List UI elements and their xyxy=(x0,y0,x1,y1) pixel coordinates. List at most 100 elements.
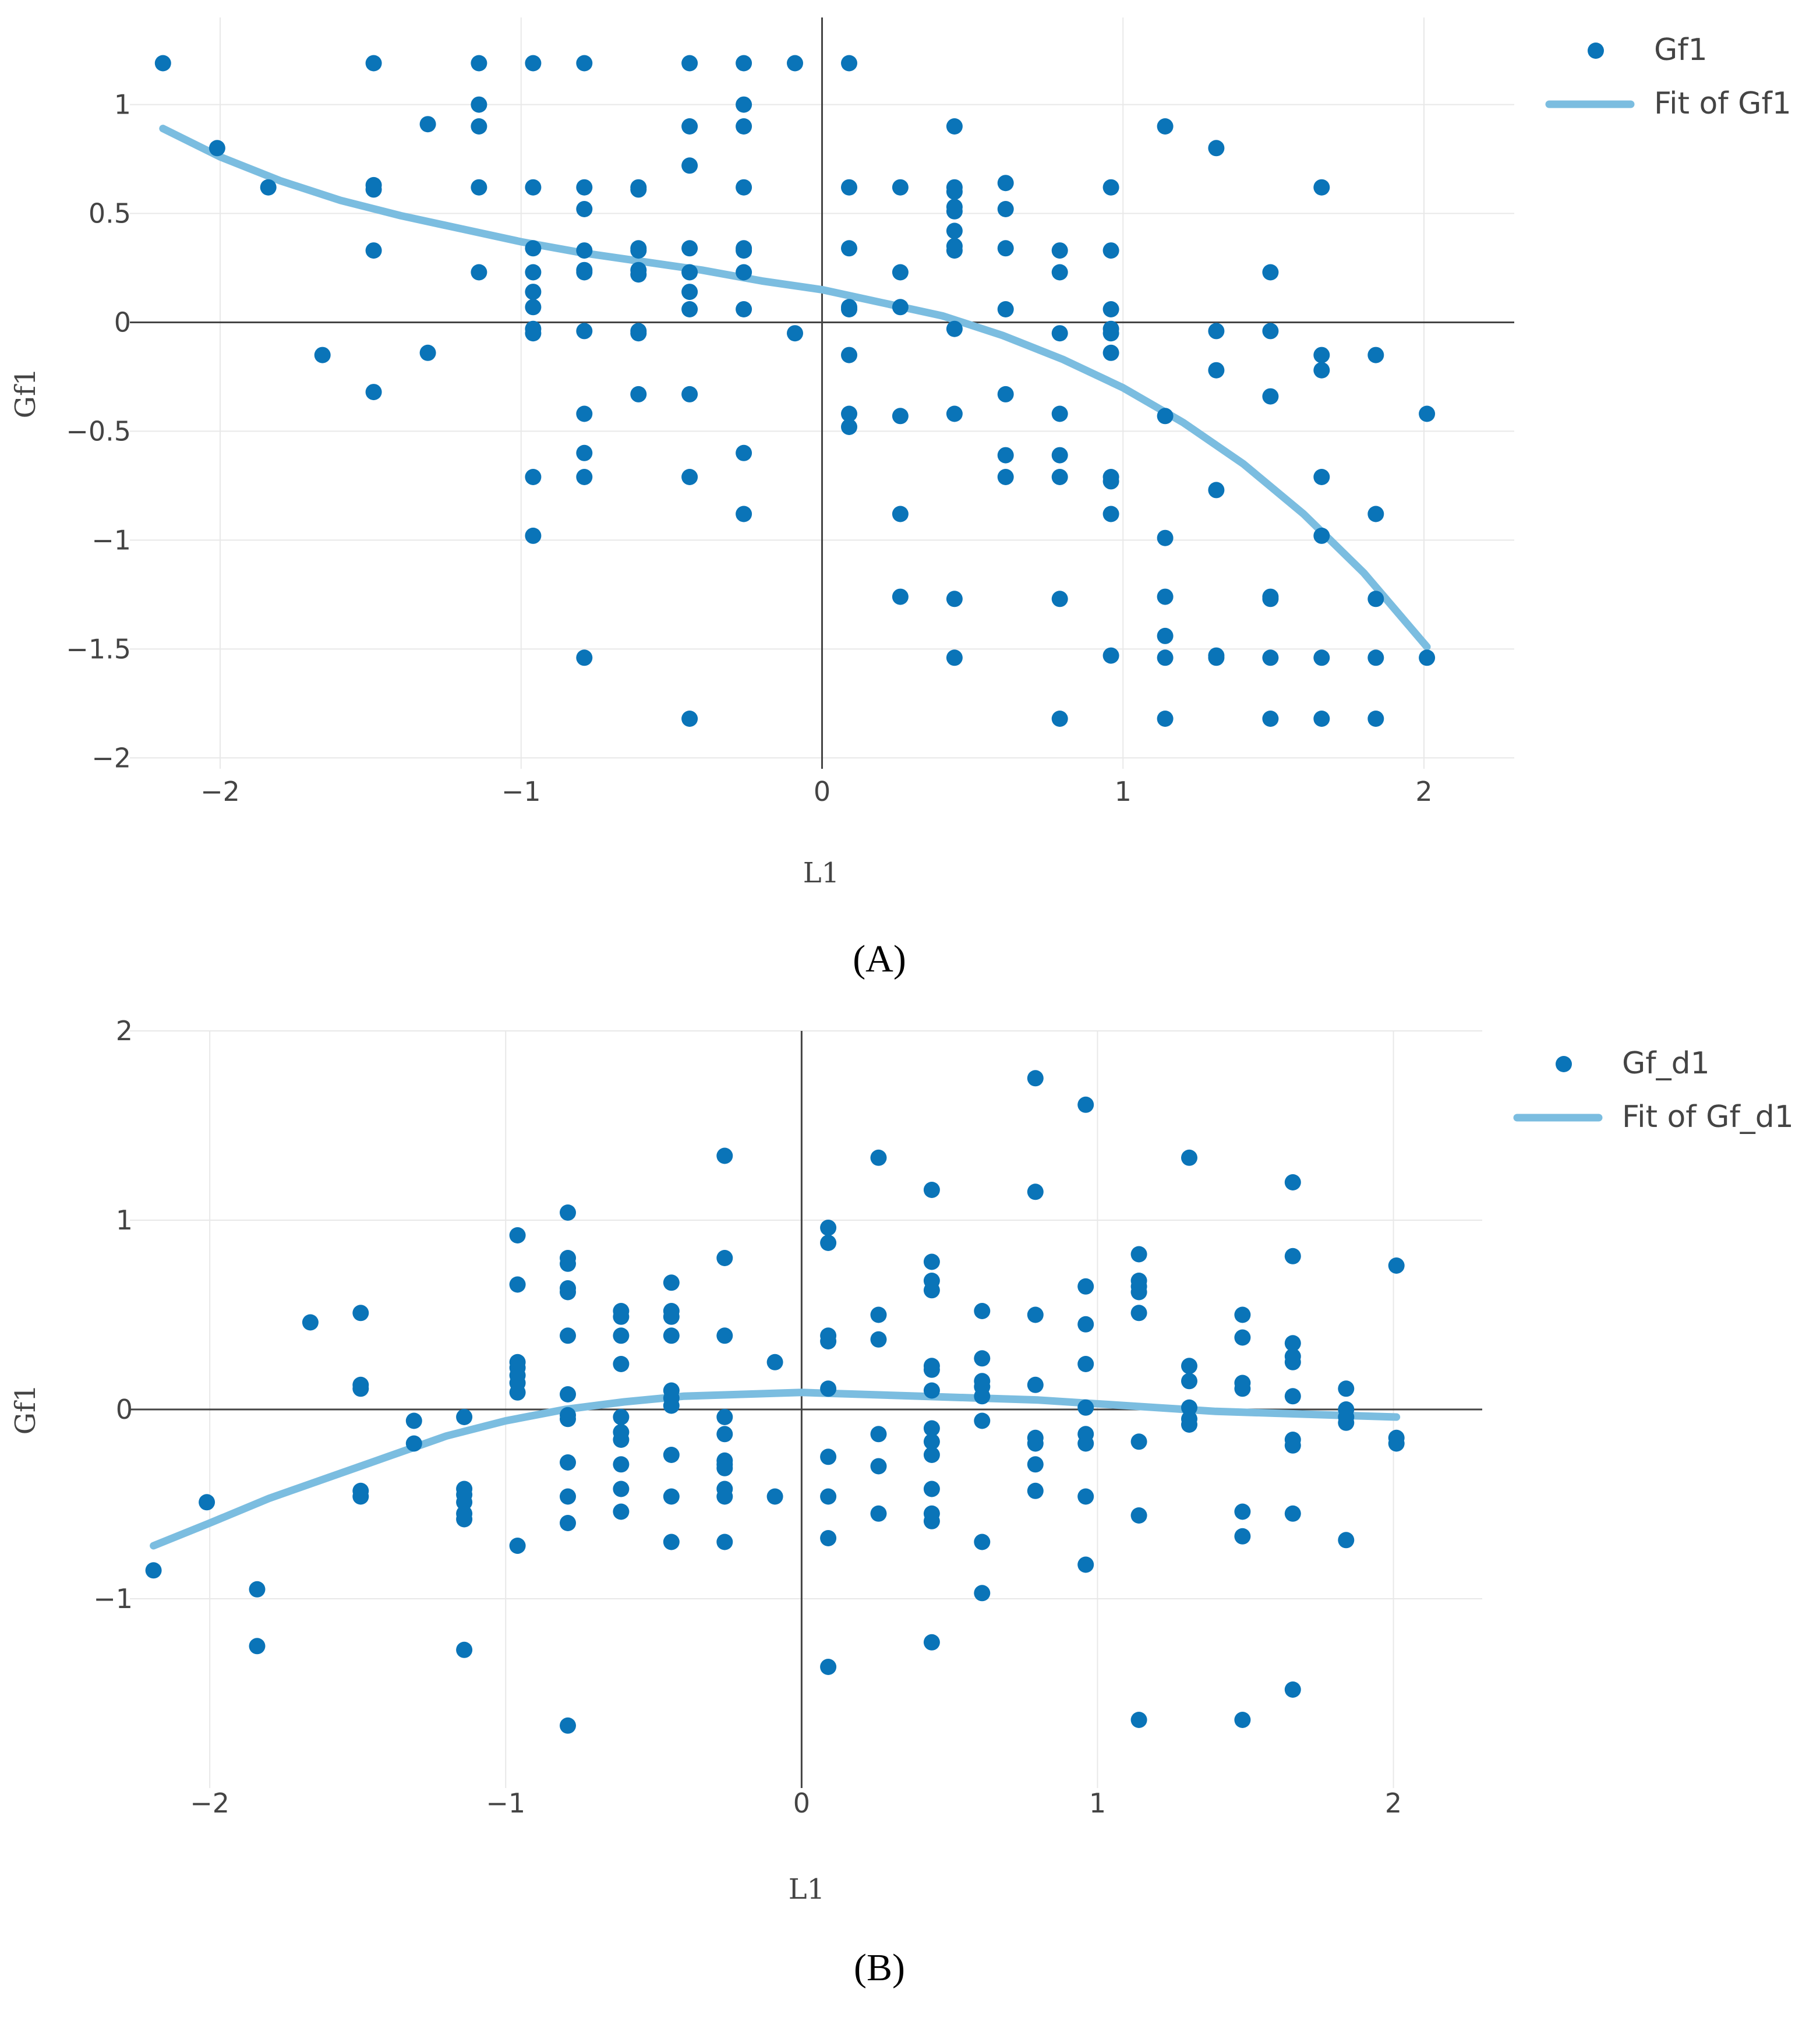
data-point xyxy=(766,1488,783,1505)
data-point xyxy=(1313,362,1330,379)
data-point xyxy=(820,1488,837,1505)
data-point xyxy=(1157,529,1174,546)
data-point xyxy=(613,1409,630,1425)
legend-label-points: Gf1 xyxy=(1654,33,1708,68)
x-axis-title: L1 xyxy=(789,1873,825,1906)
data-point xyxy=(997,175,1014,192)
data-point xyxy=(716,1327,733,1344)
legend-marker-points xyxy=(1588,43,1604,59)
data-point xyxy=(1208,140,1225,157)
data-point xyxy=(1051,325,1068,342)
data-point xyxy=(1102,325,1119,342)
data-point xyxy=(525,179,542,196)
data-point xyxy=(997,386,1014,402)
y-tick-label: 0 xyxy=(114,306,131,338)
x-tick-label: −1 xyxy=(486,1787,525,1819)
data-point xyxy=(352,1380,369,1397)
data-point xyxy=(576,201,593,217)
data-point xyxy=(471,55,487,72)
x-tick-label: 1 xyxy=(1115,776,1132,807)
data-point xyxy=(456,1511,473,1528)
data-point xyxy=(681,264,698,281)
data-point xyxy=(892,264,909,281)
data-point xyxy=(560,1454,576,1471)
data-point xyxy=(365,384,382,401)
data-point xyxy=(1027,1482,1044,1499)
data-point xyxy=(613,1456,630,1473)
data-point xyxy=(870,1331,887,1348)
fit-line xyxy=(159,125,1431,651)
data-point xyxy=(456,1409,473,1425)
data-point xyxy=(923,1382,940,1399)
data-point xyxy=(841,347,857,363)
data-point xyxy=(923,1361,940,1378)
y-tick-label: −1.5 xyxy=(66,633,131,665)
data-point xyxy=(1367,591,1384,607)
data-point xyxy=(1367,506,1384,522)
data-point xyxy=(1102,242,1119,259)
data-point xyxy=(1027,1376,1044,1393)
data-point xyxy=(1284,1388,1301,1405)
data-point xyxy=(576,55,593,72)
data-point xyxy=(1367,711,1384,727)
data-point xyxy=(1102,473,1119,490)
data-point xyxy=(663,1274,680,1291)
data-point xyxy=(1102,301,1119,317)
data-point xyxy=(509,1276,526,1293)
data-point xyxy=(471,96,487,113)
data-point xyxy=(613,1481,630,1497)
data-point xyxy=(1388,1435,1405,1452)
data-point xyxy=(1313,469,1330,485)
data-point xyxy=(576,323,593,340)
data-point xyxy=(576,469,593,485)
data-point xyxy=(525,284,542,301)
data-point xyxy=(820,1530,837,1546)
data-point xyxy=(946,405,963,422)
data-point xyxy=(314,347,331,363)
data-point xyxy=(249,1581,266,1598)
data-point xyxy=(525,55,542,72)
x-tick-label: 2 xyxy=(1415,776,1432,807)
data-point xyxy=(1157,588,1174,605)
data-point xyxy=(716,1534,733,1550)
data-point xyxy=(613,1503,630,1520)
data-point xyxy=(1284,1335,1301,1352)
data-point xyxy=(892,506,909,522)
y-tick-label: 2 xyxy=(116,1015,133,1047)
data-point xyxy=(1338,1414,1355,1431)
data-point xyxy=(841,301,857,317)
data-point xyxy=(1234,1380,1251,1397)
data-point xyxy=(1027,1456,1044,1473)
data-point xyxy=(630,386,647,402)
data-point xyxy=(613,1327,630,1344)
data-point xyxy=(613,1432,630,1448)
data-point xyxy=(923,1513,940,1529)
data-point xyxy=(736,118,752,135)
data-point xyxy=(576,405,593,422)
data-point xyxy=(509,1384,526,1401)
data-point xyxy=(736,506,752,522)
x-tick-label: −2 xyxy=(190,1787,229,1819)
data-point xyxy=(997,201,1014,217)
data-point xyxy=(923,1634,940,1651)
data-point xyxy=(630,325,647,342)
data-point xyxy=(681,240,698,257)
data-point xyxy=(1157,711,1174,727)
data-point xyxy=(525,527,542,544)
data-point xyxy=(892,408,909,425)
data-point xyxy=(630,266,647,283)
data-point xyxy=(663,1447,680,1463)
data-point xyxy=(560,1255,576,1272)
data-point xyxy=(997,301,1014,317)
y-axis-title: Gf1 xyxy=(9,368,42,419)
data-point xyxy=(1051,711,1068,727)
data-point xyxy=(716,1460,733,1476)
data-point xyxy=(1284,1437,1301,1454)
data-point xyxy=(1051,264,1068,281)
data-point xyxy=(736,55,752,72)
data-point xyxy=(1157,408,1174,425)
data-point xyxy=(820,1220,837,1236)
data-point xyxy=(1208,649,1225,666)
data-point xyxy=(946,649,963,666)
data-point xyxy=(560,1204,576,1221)
